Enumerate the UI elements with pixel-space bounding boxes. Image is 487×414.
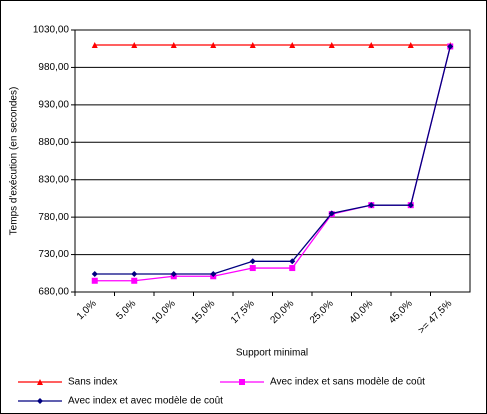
data-point: [249, 41, 256, 48]
data-point: [289, 265, 296, 272]
x-axis-title: Support minimal: [236, 348, 308, 359]
data-point: [210, 41, 217, 48]
plot-area: [74, 29, 471, 293]
y-axis-title: Temps d'exécution (en secondes): [9, 87, 20, 236]
data-point: [447, 43, 454, 50]
legend-marker: [37, 379, 43, 385]
y-tick-label: 730,00: [38, 249, 69, 260]
y-tick-label: 830,00: [38, 174, 69, 185]
data-point: [91, 277, 98, 284]
y-tick-label: 930,00: [38, 99, 69, 110]
data-point: [249, 265, 256, 272]
data-point: [368, 202, 375, 209]
y-tick-label: 780,00: [38, 212, 69, 223]
y-tick-label: 880,00: [38, 137, 69, 148]
legend-marker: [239, 379, 245, 385]
legend-label: Avec index et avec modèle de coût: [68, 396, 223, 407]
legend-marker: [37, 398, 43, 404]
data-point: [328, 41, 335, 48]
data-point: [407, 202, 414, 209]
data-point: [210, 271, 217, 278]
data-point: [131, 271, 138, 278]
y-tick-label: 980,00: [38, 62, 69, 73]
data-point: [131, 277, 138, 284]
data-point: [131, 41, 138, 48]
data-point: [289, 41, 296, 48]
data-point: [368, 41, 375, 48]
data-point: [249, 258, 256, 265]
legend-label: Sans index: [68, 377, 117, 388]
data-point: [91, 41, 98, 48]
data-point: [407, 41, 414, 48]
data-point: [328, 210, 335, 217]
data-point: [170, 41, 177, 48]
y-tick-label: 1030,00: [33, 25, 70, 36]
series-line: [94, 46, 451, 275]
data-point: [289, 258, 296, 265]
data-point: [170, 271, 177, 278]
legend-label: Avec index et sans modèle de coût: [270, 377, 425, 388]
data-point: [91, 271, 98, 278]
y-tick-label: 680,00: [38, 287, 69, 298]
